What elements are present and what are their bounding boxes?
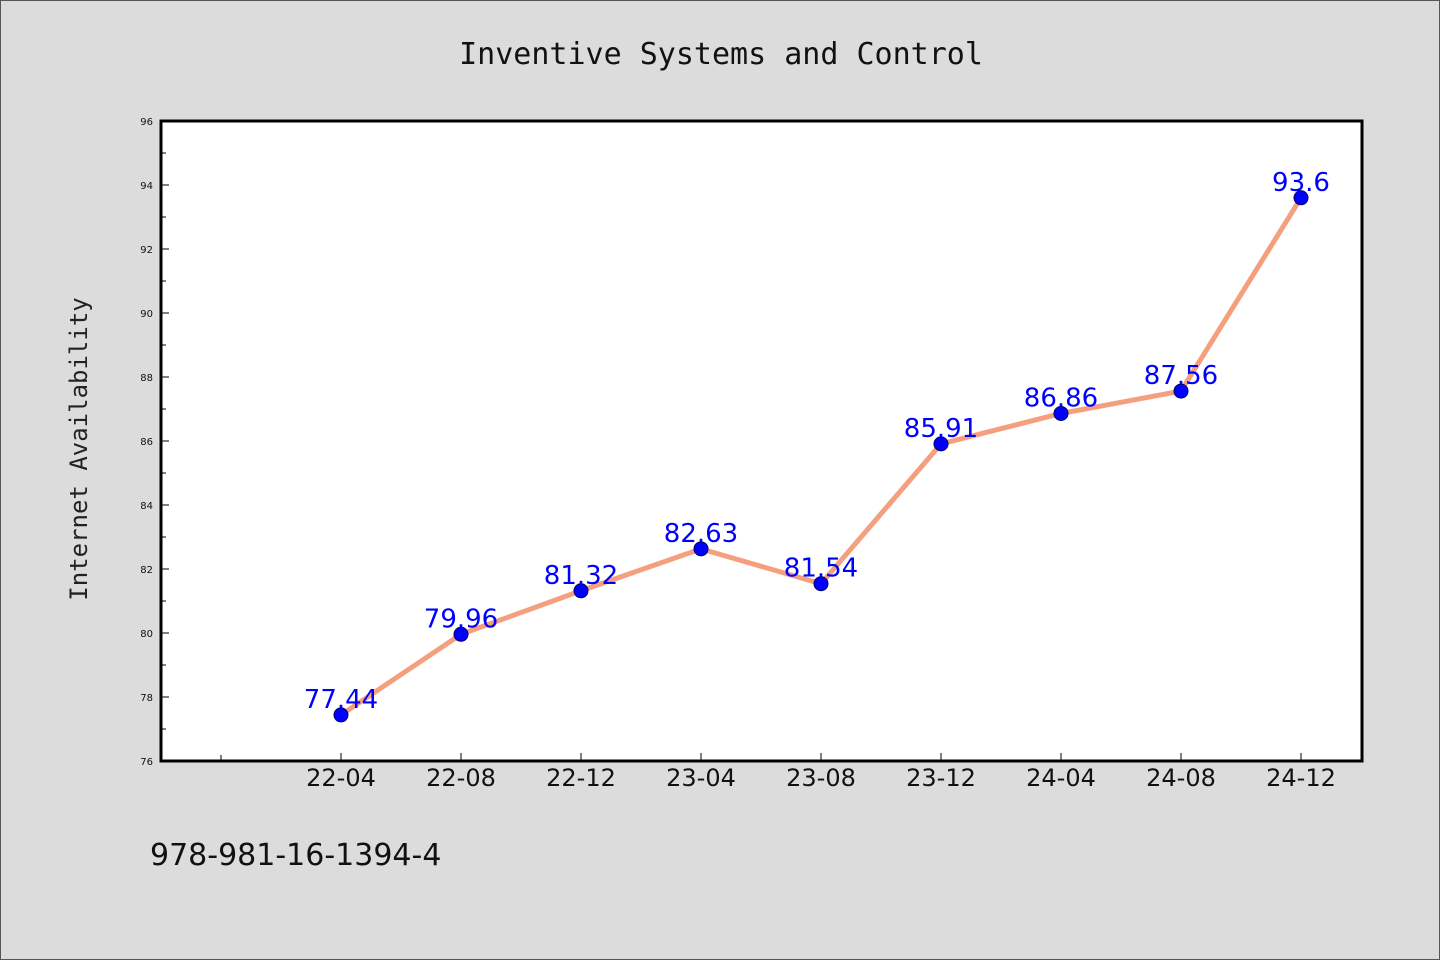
footnote-isbn: 978-981-16-1394-4 [150, 838, 441, 873]
y-tick-label: 86 [140, 437, 153, 448]
y-tick-label: 92 [140, 245, 153, 256]
x-tick-label: 24-04 [1026, 764, 1096, 792]
y-axis-label: Internet Availability [65, 297, 93, 600]
x-tick-label: 22-04 [306, 764, 376, 792]
y-tick-label: 80 [140, 629, 153, 640]
x-axis: 22-04 22-08 22-12 23-04 23-08 23-12 24-04 24-08… [220, 753, 1336, 792]
data-label: 77.44 [304, 685, 378, 715]
y-tick-label: 84 [140, 501, 153, 512]
y-tick-label: 88 [140, 373, 153, 384]
data-point-22-08 [453, 626, 469, 642]
data-point-23-12 [933, 436, 949, 452]
y-tick-label: 78 [140, 693, 153, 704]
x-tick-label: 24-12 [1266, 764, 1336, 792]
data-point-22-12 [573, 583, 589, 599]
x-tick-label: 22-12 [546, 764, 616, 792]
data-label: 79.96 [424, 604, 498, 634]
y-tick-label: 82 [140, 565, 153, 576]
y-tick-label: 96 [140, 117, 153, 128]
data-point-24-04 [1053, 405, 1069, 421]
x-tick-label: 23-12 [906, 764, 976, 792]
y-tick-label: 90 [140, 309, 153, 320]
data-label: 85.91 [904, 414, 978, 444]
x-tick-label: 24-08 [1146, 764, 1216, 792]
chart-title: Inventive Systems and Control [459, 37, 983, 72]
data-label: 93.6 [1272, 168, 1330, 198]
data-label: 81.54 [784, 554, 858, 584]
data-point-23-08 [813, 576, 829, 592]
data-point-24-12 [1293, 190, 1309, 206]
data-series: 77.44 79.96 81.32 82.63 81.54 85.91 86.86 87.56… [304, 168, 1330, 723]
data-point-23-04 [693, 541, 709, 557]
plot-area [159, 119, 1364, 763]
x-tick-label: 22-08 [426, 764, 496, 792]
y-axis: 76 78 80 82 84 86 88 90 92 94 96 [140, 117, 169, 768]
data-label: 82.63 [664, 519, 738, 549]
x-tick-label: 23-08 [786, 764, 856, 792]
data-label: 87.56 [1144, 361, 1218, 391]
data-point-22-04 [333, 707, 349, 723]
data-label: 86.86 [1024, 383, 1098, 413]
data-label: 81.32 [544, 561, 618, 591]
data-point-24-08 [1173, 383, 1189, 399]
y-tick-label: 76 [140, 757, 153, 768]
x-tick-label: 23-04 [666, 764, 736, 792]
y-tick-label: 94 [140, 181, 153, 192]
